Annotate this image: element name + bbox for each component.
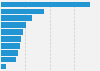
Bar [1, 9, 44, 14]
Bar [1, 22, 26, 28]
Bar [1, 15, 32, 21]
Bar [1, 50, 18, 56]
Bar [1, 43, 20, 49]
Bar [1, 2, 90, 7]
Bar [1, 57, 16, 62]
Bar [1, 36, 22, 42]
Bar [1, 29, 23, 35]
Bar [1, 64, 6, 69]
